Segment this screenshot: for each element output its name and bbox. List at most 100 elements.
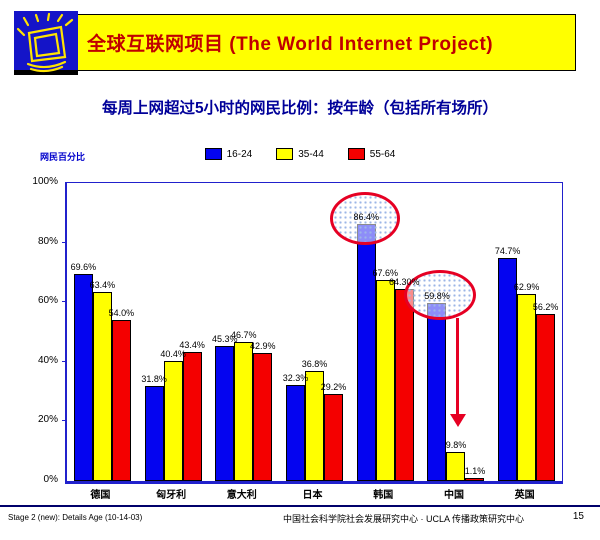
title-banner: 全球互联网项目 (The World Internet Project): [70, 14, 576, 71]
bar-groups: 69.6% 63.4% 54.0% 31.8% 40.4% 43.4% 45.3% 46.7%…: [67, 183, 562, 481]
bar-wrap: 56.2%: [533, 183, 558, 481]
bar-wrap: 86.4%: [353, 183, 379, 481]
footer-institutions: 中国社会科学院社会发展研究中心 · UCLA 传播政策研究中心: [283, 514, 525, 524]
legend-label: 35-44: [298, 148, 324, 160]
category-label-意大利: 意大利: [226, 490, 257, 501]
bar-16-24-中国: [427, 302, 447, 481]
bar-35-44-德国: [92, 292, 112, 481]
legend-item: 16-24: [204, 148, 253, 160]
bar-value-label: 32.3%: [282, 372, 309, 383]
bar-value-label: 36.8%: [301, 359, 328, 370]
bar-wrap: 42.9%: [250, 183, 276, 481]
bar-value-label: 64.30%: [388, 277, 420, 288]
category-label-日本: 日本: [302, 490, 323, 501]
bar-wrap: 62.9%: [514, 183, 539, 481]
bar-value-label: 42.9%: [250, 341, 276, 352]
highlight-ellipse-korea: [330, 192, 400, 245]
bar-wrap: 31.8%: [141, 183, 167, 481]
bar-wrap: 46.7%: [231, 183, 257, 481]
bar-group-中国: 59.8% 9.8% 1.1%: [421, 183, 492, 481]
category-label-中国: 中国: [443, 490, 464, 501]
plot-area: 69.6% 63.4% 54.0% 31.8% 40.4% 43.4% 45.3% 46.7%…: [65, 182, 563, 484]
down-arrow-shaft: [456, 318, 459, 416]
bar-wrap: 29.2%: [321, 183, 346, 481]
legend-label: 55-64: [369, 148, 396, 160]
legend-label: 16-24: [226, 148, 253, 160]
bar-55-64-中国: [465, 477, 485, 481]
bar-16-24-意大利: [215, 346, 235, 481]
y-tick-label: 0%: [43, 473, 58, 485]
category-label-韩国: 韩国: [373, 490, 394, 501]
page-number: 15: [572, 511, 584, 522]
bar-55-64-日本: [324, 393, 344, 481]
bar-value-label: 56.2%: [532, 301, 559, 312]
category-label-英国: 英国: [514, 490, 535, 501]
bar-55-64-意大利: [253, 353, 273, 481]
bar-group-韩国: 86.4% 67.6% 64.30%: [350, 183, 421, 481]
bar-16-24-德国: [73, 273, 93, 481]
down-arrow-head: [450, 414, 466, 427]
y-tick-label: 20%: [37, 414, 58, 426]
bar-value-label: 40.4%: [160, 348, 186, 359]
legend-item: 35-44: [276, 148, 324, 160]
bar-wrap: 59.8%: [424, 183, 450, 481]
bar-wrap: 63.4%: [90, 183, 115, 481]
bar-wrap: 45.3%: [212, 183, 238, 481]
bar-wrap: 1.1%: [464, 183, 486, 481]
bar-55-64-德国: [111, 320, 131, 481]
y-tick-mark: [62, 241, 67, 243]
bar-35-44-韩国: [375, 279, 395, 481]
legend-swatch: [204, 148, 222, 160]
bar-35-44-意大利: [234, 341, 254, 481]
bar-55-64-匈牙利: [182, 351, 202, 481]
bar-value-label: 86.4%: [353, 211, 379, 222]
bar-value-label: 9.8%: [445, 439, 467, 450]
bar-35-44-日本: [305, 371, 325, 481]
bar-16-24-韩国: [356, 223, 376, 481]
y-tick-mark: [62, 420, 67, 422]
page-title: 全球互联网项目 (The World Internet Project): [87, 34, 494, 55]
bar-value-label: 1.1%: [464, 465, 486, 476]
bar-wrap: 64.30%: [389, 183, 420, 481]
bar-wrap: 32.3%: [283, 183, 308, 481]
legend-item: 55-64: [347, 148, 396, 160]
bar-value-label: 31.8%: [141, 374, 167, 385]
bar-55-64-韩国: [394, 289, 414, 481]
bar-wrap: 69.6%: [71, 183, 96, 481]
bar-wrap: 40.4%: [160, 183, 186, 481]
bar-wrap: 43.4%: [179, 183, 205, 481]
bar-55-64-英国: [536, 313, 556, 481]
y-tick-label: 60%: [37, 295, 58, 307]
chart-subtitle: 每周上网超过5小时的网民比例：按年龄（包括所有场所）: [101, 100, 499, 117]
y-tick-label: 40%: [37, 354, 58, 366]
bar-35-44-匈牙利: [163, 360, 183, 481]
bar-value-label: 54.0%: [108, 308, 135, 319]
bar-value-label: 29.2%: [320, 381, 347, 392]
y-axis-title: 网民百分比: [40, 152, 86, 162]
bar-value-label: 62.9%: [513, 281, 540, 292]
category-label-匈牙利: 匈牙利: [156, 490, 187, 501]
chart-legend: 16-24 35-44 55-64: [0, 148, 600, 160]
bar-wrap: 54.0%: [109, 183, 134, 481]
y-tick-label: 100%: [32, 175, 58, 187]
bar-value-label: 46.7%: [231, 329, 257, 340]
bar-value-label: 63.4%: [89, 280, 116, 291]
bar-value-label: 69.6%: [70, 261, 97, 272]
footer-stage-note: Stage 2 (new): Details Age (10-14-03): [8, 513, 143, 522]
bar-value-label: 43.4%: [179, 339, 205, 350]
bar-value-label: 59.8%: [424, 290, 450, 301]
bar-value-label: 67.6%: [372, 267, 398, 278]
bar-group-英国: 74.7% 62.9% 56.2%: [491, 183, 562, 481]
bar-value-label: 45.3%: [212, 334, 238, 345]
y-axis-ticks: 100% 80% 60% 40% 20% 0%: [28, 176, 62, 485]
bar-35-44-英国: [517, 293, 537, 481]
bar-35-44-中国: [446, 451, 466, 481]
y-tick-label: 80%: [37, 235, 58, 247]
legend-swatch: [347, 148, 365, 160]
bar-16-24-日本: [286, 384, 306, 481]
bar-16-24-英国: [498, 258, 518, 481]
legend-swatch: [276, 148, 294, 160]
bar-group-意大利: 45.3% 46.7% 42.9%: [208, 183, 279, 481]
shining-monitor-icon: [14, 11, 78, 75]
